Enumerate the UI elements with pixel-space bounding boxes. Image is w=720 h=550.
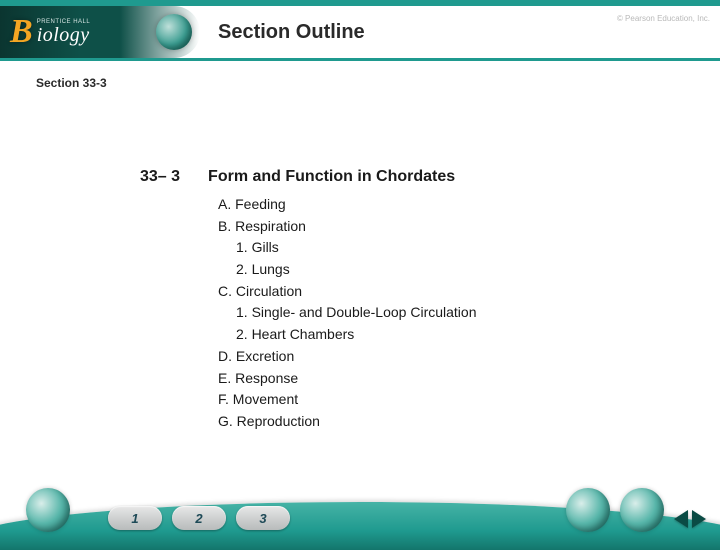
footer-cell-icon: [566, 488, 610, 532]
outline-item: F. Movement: [218, 389, 680, 411]
nav-buttons: 123: [108, 506, 290, 530]
logo: B PRENTICE HALL iology: [0, 6, 200, 58]
chapter-row: 33– 3 Form and Function in Chordates: [140, 168, 680, 186]
outline-item: 1. Single- and Double-Loop Circulation: [236, 302, 680, 324]
footer-cell-icon: [620, 488, 664, 532]
logo-initial: B: [10, 13, 33, 51]
outline-list: A. FeedingB. Respiration1. Gills2. Lungs…: [218, 194, 680, 433]
nav-arrows: [674, 510, 706, 528]
outline-item: 1. Gills: [236, 237, 680, 259]
outline-item: 2. Heart Chambers: [236, 324, 680, 346]
outline-item: A. Feeding: [218, 194, 680, 216]
header-underline: [0, 58, 720, 61]
outline-item: G. Reproduction: [218, 411, 680, 433]
logo-cell-icon: [156, 14, 192, 50]
nav-button-3[interactable]: 3: [236, 506, 290, 530]
footer-cell-icon: [26, 488, 70, 532]
copyright-text: © Pearson Education, Inc.: [617, 14, 710, 23]
header: B PRENTICE HALL iology Section Outline: [0, 6, 720, 58]
footer: 123: [0, 480, 720, 540]
nav-button-2[interactable]: 2: [172, 506, 226, 530]
section-reference: Section 33-3: [36, 76, 107, 90]
nav-button-1[interactable]: 1: [108, 506, 162, 530]
chapter-title: Form and Function in Chordates: [208, 168, 455, 186]
outline-item: C. Circulation: [218, 281, 680, 303]
outline-item: B. Respiration: [218, 216, 680, 238]
prev-arrow-icon[interactable]: [674, 510, 688, 528]
chapter-number: 33– 3: [140, 168, 180, 186]
outline-item: D. Excretion: [218, 346, 680, 368]
outline-item: E. Response: [218, 368, 680, 390]
logo-biology: iology: [37, 25, 91, 45]
outline-item: 2. Lungs: [236, 259, 680, 281]
logo-text-stack: PRENTICE HALL iology: [37, 19, 91, 45]
slide-title: Section Outline: [218, 21, 365, 44]
logo-inner: B PRENTICE HALL iology: [0, 13, 90, 51]
next-arrow-icon[interactable]: [692, 510, 706, 528]
content: 33– 3 Form and Function in Chordates A. …: [140, 168, 680, 433]
